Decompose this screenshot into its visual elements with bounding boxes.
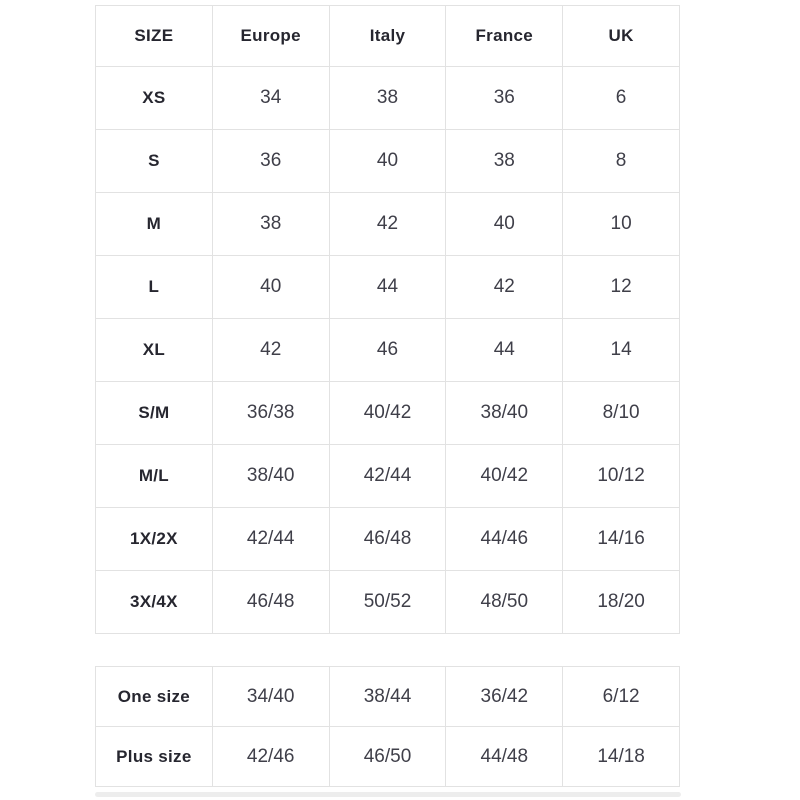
value-cell: 18/20 — [562, 570, 680, 634]
value-cell: 38/44 — [328, 666, 447, 727]
table-row: M 38 42 40 10 — [95, 192, 680, 256]
value-cell: 42/44 — [211, 507, 330, 571]
header-cell-italy: Italy — [328, 5, 447, 67]
size-label-cell: S — [95, 129, 213, 193]
special-table-body: One size 34/40 38/44 36/42 6/12 Plus size 42/4… — [95, 666, 680, 787]
value-cell: 6/12 — [562, 666, 680, 727]
main-table-body: XS 34 38 36 6 S 36 40 38 8 M 38 42 40 10 L 40 44 42 12 XL 42 4… — [95, 66, 680, 634]
value-cell: 38 — [445, 129, 564, 193]
header-cell-size: SIZE — [95, 5, 213, 67]
horizontal-scrollbar[interactable] — [95, 792, 681, 797]
value-cell: 8 — [562, 129, 680, 193]
size-label-cell: 1X/2X — [95, 507, 213, 571]
table-row: One size 34/40 38/44 36/42 6/12 — [95, 666, 680, 727]
size-label-cell: L — [95, 255, 213, 319]
value-cell: 14 — [562, 318, 680, 382]
table-row: Plus size 42/46 46/50 44/48 14/18 — [95, 726, 680, 787]
value-cell: 40/42 — [328, 381, 447, 445]
value-cell: 38 — [328, 66, 447, 130]
size-label-cell: 3X/4X — [95, 570, 213, 634]
value-cell: 34/40 — [211, 666, 330, 727]
value-cell: 38/40 — [445, 381, 564, 445]
special-sizes-table: One size 34/40 38/44 36/42 6/12 Plus size 42/4… — [95, 666, 680, 787]
value-cell: 46/48 — [211, 570, 330, 634]
value-cell: 10 — [562, 192, 680, 256]
table-row: S/M 36/38 40/42 38/40 8/10 — [95, 381, 680, 445]
size-label-cell: One size — [95, 666, 213, 727]
size-conversion-table: SIZE Europe Italy France UK XS 34 38 36 6 S 36 40 38… — [95, 5, 680, 634]
value-cell: 50/52 — [328, 570, 447, 634]
value-cell: 44/46 — [445, 507, 564, 571]
value-cell: 40/42 — [445, 444, 564, 508]
value-cell: 14/18 — [562, 726, 680, 787]
value-cell: 10/12 — [562, 444, 680, 508]
value-cell: 40 — [211, 255, 330, 319]
size-label-cell: M/L — [95, 444, 213, 508]
size-conversion-chart: SIZE Europe Italy France UK XS 34 38 36 6 S 36 40 38… — [95, 5, 680, 787]
value-cell: 36/38 — [211, 381, 330, 445]
value-cell: 40 — [328, 129, 447, 193]
value-cell: 36 — [445, 66, 564, 130]
size-label-cell: Plus size — [95, 726, 213, 787]
value-cell: 44 — [445, 318, 564, 382]
value-cell: 46 — [328, 318, 447, 382]
value-cell: 44/48 — [445, 726, 564, 787]
header-row: SIZE Europe Italy France UK — [95, 5, 680, 67]
value-cell: 42 — [328, 192, 447, 256]
value-cell: 42/46 — [211, 726, 330, 787]
table-header: SIZE Europe Italy France UK — [95, 5, 680, 67]
header-cell-europe: Europe — [211, 5, 330, 67]
value-cell: 36 — [211, 129, 330, 193]
size-label-cell: XL — [95, 318, 213, 382]
value-cell: 38/40 — [211, 444, 330, 508]
size-label-cell: XS — [95, 66, 213, 130]
table-row: XL 42 46 44 14 — [95, 318, 680, 382]
value-cell: 8/10 — [562, 381, 680, 445]
value-cell: 38 — [211, 192, 330, 256]
value-cell: 46/50 — [328, 726, 447, 787]
value-cell: 34 — [211, 66, 330, 130]
value-cell: 42/44 — [328, 444, 447, 508]
value-cell: 6 — [562, 66, 680, 130]
table-row: L 40 44 42 12 — [95, 255, 680, 319]
table-row: S 36 40 38 8 — [95, 129, 680, 193]
size-label-cell: S/M — [95, 381, 213, 445]
header-cell-uk: UK — [562, 5, 680, 67]
table-row: 1X/2X 42/44 46/48 44/46 14/16 — [95, 507, 680, 571]
table-row: M/L 38/40 42/44 40/42 10/12 — [95, 444, 680, 508]
size-label-cell: M — [95, 192, 213, 256]
value-cell: 42 — [211, 318, 330, 382]
value-cell: 40 — [445, 192, 564, 256]
value-cell: 48/50 — [445, 570, 564, 634]
value-cell: 44 — [328, 255, 447, 319]
value-cell: 12 — [562, 255, 680, 319]
value-cell: 46/48 — [328, 507, 447, 571]
table-row: XS 34 38 36 6 — [95, 66, 680, 130]
value-cell: 42 — [445, 255, 564, 319]
value-cell: 14/16 — [562, 507, 680, 571]
value-cell: 36/42 — [445, 666, 564, 727]
table-row: 3X/4X 46/48 50/52 48/50 18/20 — [95, 570, 680, 634]
header-cell-france: France — [445, 5, 564, 67]
